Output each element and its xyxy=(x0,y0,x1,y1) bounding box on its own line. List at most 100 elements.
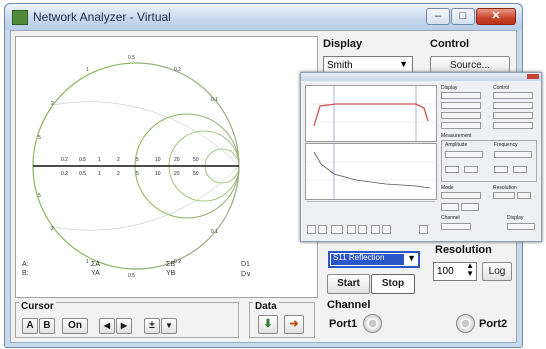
readout-col1-top: ΣA xyxy=(91,261,100,268)
secondary-display2-label: Display xyxy=(507,215,524,221)
window-title: Network Analyzer - Virtual xyxy=(33,10,171,24)
cursor-label: Cursor xyxy=(19,301,56,312)
svg-text:10: 10 xyxy=(155,171,161,177)
secondary-cursor-left[interactable] xyxy=(347,225,356,234)
secondary-stop-button[interactable] xyxy=(461,203,479,211)
secondary-close-icon[interactable] xyxy=(527,74,539,79)
readout-col3-bottom: D∨ xyxy=(241,271,252,278)
secondary-source-button[interactable] xyxy=(493,92,533,99)
close-button[interactable]: ✕ xyxy=(476,8,516,25)
secondary-amplitude-field[interactable] xyxy=(445,151,483,158)
secondary-cursor-a[interactable] xyxy=(307,225,316,234)
cursor-b-button[interactable]: B xyxy=(39,318,55,334)
resolution-input[interactable]: 100 ▲ ▼ xyxy=(433,262,477,281)
cursor-left-button[interactable]: ◀ xyxy=(99,318,115,334)
secondary-cursor-right[interactable] xyxy=(358,225,367,234)
chevron-down-icon: ▼ xyxy=(407,253,416,263)
secondary-data-save[interactable] xyxy=(419,225,428,234)
svg-text:0.2: 0.2 xyxy=(61,171,68,177)
data-group: Data ⬇ ➜ xyxy=(249,301,315,338)
secondary-log-button[interactable] xyxy=(517,192,531,199)
resolution-label: Resolution xyxy=(435,244,492,256)
secondary-display-label: Display xyxy=(441,85,458,91)
secondary-channel-select[interactable] xyxy=(441,223,471,230)
start-button[interactable]: Start xyxy=(327,274,370,294)
secondary-cursor-on[interactable] xyxy=(331,225,343,234)
secondary-amp-btn-1[interactable] xyxy=(445,166,459,173)
measurement-select-value: S11 Reflection xyxy=(333,253,385,262)
svg-text:0.1: 0.1 xyxy=(211,97,218,103)
secondary-cursor-pm[interactable] xyxy=(371,225,380,234)
smith-chart-panel: 0.2 0.5 1 2 5 10 20 50 0.2 0.5 1 2 5 10 20 50 0.… xyxy=(15,36,318,298)
secondary-freq-btn-2[interactable] xyxy=(513,166,527,173)
app-icon xyxy=(12,10,28,25)
source-button[interactable]: Source... xyxy=(430,56,510,75)
cursor-right-button[interactable]: ▶ xyxy=(116,318,132,334)
secondary-display2-select[interactable] xyxy=(507,223,535,230)
cursor-group: Cursor A B On ◀ ▶ ± ▼ xyxy=(15,301,239,338)
svg-text:0.2: 0.2 xyxy=(61,157,68,163)
secondary-button-2[interactable] xyxy=(493,102,533,109)
secondary-control-label: Control xyxy=(493,85,510,91)
cursor-a-button[interactable]: A xyxy=(22,318,38,334)
svg-text:0.2: 0.2 xyxy=(174,259,181,265)
secondary-button-3[interactable] xyxy=(493,112,533,119)
secondary-resolution-label: Resolution xyxy=(493,185,517,191)
svg-text:1: 1 xyxy=(98,171,101,177)
svg-text:0.2: 0.2 xyxy=(174,67,181,73)
secondary-resolution-field[interactable] xyxy=(493,192,515,199)
load-data-icon[interactable]: ➜ xyxy=(284,315,304,334)
secondary-field-2[interactable] xyxy=(441,112,481,119)
port2-connector-icon[interactable] xyxy=(456,314,475,333)
secondary-freq-btn-1[interactable] xyxy=(494,166,508,173)
svg-text:2: 2 xyxy=(51,226,54,232)
secondary-channel-label: Channel xyxy=(441,215,460,221)
display-label: Display xyxy=(323,38,363,50)
minimize-button[interactable]: – xyxy=(426,8,450,25)
secondary-frequency-label: Frequency xyxy=(494,142,518,148)
port2-label: Port2 xyxy=(479,318,508,330)
svg-text:0.5: 0.5 xyxy=(79,157,86,163)
maximize-button[interactable]: □ xyxy=(451,8,475,25)
magnitude-plot xyxy=(305,85,437,142)
secondary-button-4[interactable] xyxy=(493,122,533,129)
cursor-on-button[interactable]: On xyxy=(62,318,88,334)
secondary-title-bar[interactable] xyxy=(301,73,541,81)
readout-a-label: A: xyxy=(22,261,29,268)
secondary-mode-select[interactable] xyxy=(441,192,481,199)
readout-col2-top: ΣB xyxy=(166,261,175,268)
secondary-display-select[interactable] xyxy=(441,92,481,99)
secondary-readout xyxy=(307,201,435,216)
spinner-arrows-icon[interactable]: ▲ ▼ xyxy=(466,261,474,278)
svg-text:1: 1 xyxy=(86,259,89,265)
cursor-down-button[interactable]: ▼ xyxy=(161,318,177,334)
stop-button[interactable]: Stop xyxy=(371,274,415,294)
secondary-window[interactable]: Display Control Measurement Amplitude Fr… xyxy=(300,72,542,242)
secondary-frequency-field[interactable] xyxy=(494,151,532,158)
secondary-cursor-down[interactable] xyxy=(382,225,391,234)
secondary-measurement-label: Measurement xyxy=(441,133,472,139)
secondary-start-button[interactable] xyxy=(441,203,459,211)
measurement-select[interactable]: S11 Reflection ▼ xyxy=(328,251,420,268)
svg-text:5: 5 xyxy=(38,135,41,141)
title-bar[interactable]: Network Analyzer - Virtual – □ ✕ xyxy=(5,4,522,30)
readout-col2-bottom: YB xyxy=(166,270,176,277)
secondary-field-3[interactable] xyxy=(441,122,481,129)
cursor-plusminus-button[interactable]: ± xyxy=(144,318,160,334)
svg-text:1: 1 xyxy=(98,157,101,163)
resolution-value: 100 xyxy=(437,266,454,277)
secondary-cursor-b[interactable] xyxy=(318,225,327,234)
log-button[interactable]: Log xyxy=(482,262,512,281)
port1-label: Port1 xyxy=(329,318,358,330)
secondary-amplitude-label: Amplitude xyxy=(445,142,468,148)
svg-text:2: 2 xyxy=(51,101,54,107)
display-select-value: Smith xyxy=(327,60,353,71)
secondary-amp-freq-group: Amplitude Frequency xyxy=(441,140,537,182)
svg-text:5: 5 xyxy=(136,171,139,177)
secondary-field-1[interactable] xyxy=(441,102,481,109)
secondary-amp-btn-2[interactable] xyxy=(464,166,478,173)
svg-text:0.5: 0.5 xyxy=(79,171,86,177)
svg-text:1: 1 xyxy=(86,67,89,73)
port1-connector-icon[interactable] xyxy=(363,314,382,333)
save-data-icon[interactable]: ⬇ xyxy=(258,315,278,334)
